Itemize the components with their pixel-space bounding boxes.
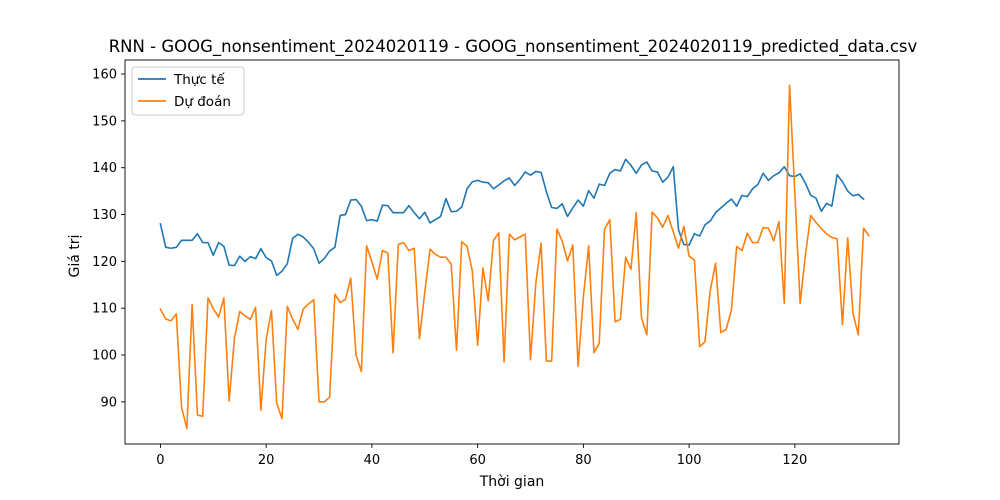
y-axis-title: Giá trị [67, 235, 83, 278]
y-tick-label: 150 [92, 114, 117, 129]
x-tick-label: 0 [156, 453, 164, 468]
series-line-1 [159, 158, 865, 277]
plot-frame [124, 59, 900, 445]
chart-title: RNN - GOOG_nonsentiment_2024020119 - GOO… [109, 37, 918, 57]
x-axis-title: Thời gian [479, 474, 545, 490]
series-line-2 [159, 84, 870, 430]
plot-area: 0 20 40 60 80 100 120 90 100 110 120 130 140 150 160 [92, 59, 900, 468]
x-tick-label: 80 [575, 453, 592, 468]
legend-label-1: Thực tế [173, 71, 225, 88]
x-tick-label: 120 [782, 453, 807, 468]
y-tick-label: 130 [92, 208, 117, 223]
y-tick-label: 120 [92, 255, 117, 270]
legend-label-2: Dự đoán [174, 94, 231, 110]
x-tick-label: 60 [469, 453, 486, 468]
x-tick-label: 20 [258, 453, 275, 468]
y-tick-label: 90 [100, 395, 117, 410]
y-tick-label: 160 [92, 68, 117, 83]
y-tick-label: 110 [92, 302, 117, 317]
x-tick-label: 100 [677, 453, 702, 468]
y-tick-label: 140 [92, 161, 117, 176]
x-tick-label: 40 [364, 453, 381, 468]
y-tick-label: 100 [92, 349, 117, 364]
legend: Thực tế Dự đoán [131, 66, 245, 116]
